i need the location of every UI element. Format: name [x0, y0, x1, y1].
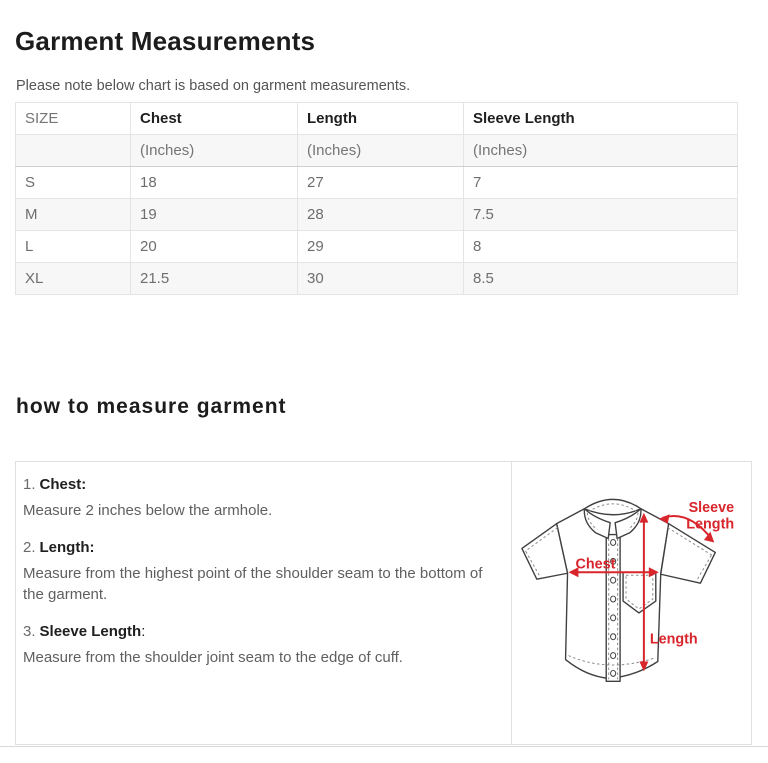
- table-row: M 19 28 7.5: [15, 198, 738, 231]
- cell-length: 30: [297, 262, 464, 295]
- column-header-size: SIZE: [15, 102, 131, 135]
- cell-sleeve: 7.5: [463, 198, 738, 231]
- cell-size: XL: [15, 262, 131, 295]
- instruction-text: Measure 2 inches below the armhole.: [23, 502, 273, 519]
- cell-chest: 21.5: [130, 262, 298, 295]
- diagram-column: Chest Length Sleeve Length: [511, 462, 751, 744]
- column-header-sleeve-length: Sleeve Length: [463, 102, 738, 135]
- size-chart-table: SIZE Chest Length Sleeve Length (Inches)…: [15, 102, 738, 295]
- cell-chest: 20: [130, 230, 298, 263]
- units-cell: (Inches): [297, 134, 464, 167]
- table-units-row: (Inches) (Inches) (Inches): [15, 134, 738, 167]
- units-cell: (Inches): [130, 134, 298, 167]
- shirt-outline: [521, 498, 716, 683]
- measure-section-title: how to measure garment: [16, 395, 287, 418]
- cell-sleeve: 8.5: [463, 262, 738, 295]
- section-divider: [0, 746, 768, 747]
- cell-length: 27: [297, 166, 464, 199]
- shirt-buttons: [610, 539, 617, 677]
- units-cell: [15, 134, 131, 167]
- page-title: Garment Measurements: [15, 26, 316, 56]
- units-cell: (Inches): [463, 134, 738, 167]
- sleeve-length-label-line1: Sleeve: [689, 500, 735, 516]
- instruction-heading: 3. Sleeve Length:: [23, 622, 499, 642]
- instruction-label: Chest:: [39, 476, 87, 493]
- table-row: S 18 27 7: [15, 166, 738, 199]
- instruction-heading: 2. Length:: [23, 538, 499, 558]
- chest-label: Chest: [575, 556, 615, 572]
- instruction-number: 1.: [23, 476, 36, 493]
- instruction-length: 2. Length: Measure from the highest point…: [23, 538, 499, 605]
- chest-arrow: [568, 567, 659, 578]
- instruction-label: Sleeve Length: [39, 623, 142, 640]
- instruction-chest: 1. Chest: Measure 2 inches below the armh…: [23, 475, 499, 521]
- sleeve-length-label-line2: Length: [686, 517, 734, 533]
- page-container: Garment Measurements Please note below c…: [0, 26, 768, 747]
- instruction-text: Measure from the highest point of the sh…: [23, 565, 483, 603]
- instruction-label: Length:: [39, 539, 95, 556]
- cell-size: M: [15, 198, 131, 231]
- cell-size: L: [15, 230, 131, 263]
- measure-instructions-box: 1. Chest: Measure 2 inches below the armh…: [15, 461, 752, 745]
- instruction-sleeve-length: 3. Sleeve Length: Measure from the should…: [23, 622, 499, 668]
- column-header-chest: Chest: [130, 102, 298, 135]
- shirt-measurement-diagram: Chest Length Sleeve Length: [521, 498, 735, 683]
- cell-length: 29: [297, 230, 464, 263]
- instruction-label-suffix: :: [141, 623, 146, 640]
- cell-chest: 18: [130, 166, 298, 199]
- chart-note: Please note below chart is based on garm…: [16, 78, 411, 94]
- instructions-column: 1. Chest: Measure 2 inches below the armh…: [16, 462, 511, 744]
- cell-sleeve: 8: [463, 230, 738, 263]
- instruction-text: Measure from the shoulder joint seam to …: [23, 649, 403, 666]
- length-arrow: [639, 512, 649, 672]
- table-row: L 20 29 8: [15, 230, 738, 263]
- table-header-row: SIZE Chest Length Sleeve Length: [15, 102, 738, 135]
- cell-chest: 19: [130, 198, 298, 231]
- column-header-length: Length: [297, 102, 464, 135]
- sleeve-length-arrow: [658, 514, 715, 543]
- table-row: XL 21.5 30 8.5: [15, 262, 738, 295]
- cell-length: 28: [297, 198, 464, 231]
- instruction-number: 3.: [23, 623, 36, 640]
- instruction-heading: 1. Chest:: [23, 475, 499, 495]
- cell-size: S: [15, 166, 131, 199]
- cell-sleeve: 7: [463, 166, 738, 199]
- instruction-number: 2.: [23, 539, 36, 556]
- length-label: Length: [650, 632, 698, 648]
